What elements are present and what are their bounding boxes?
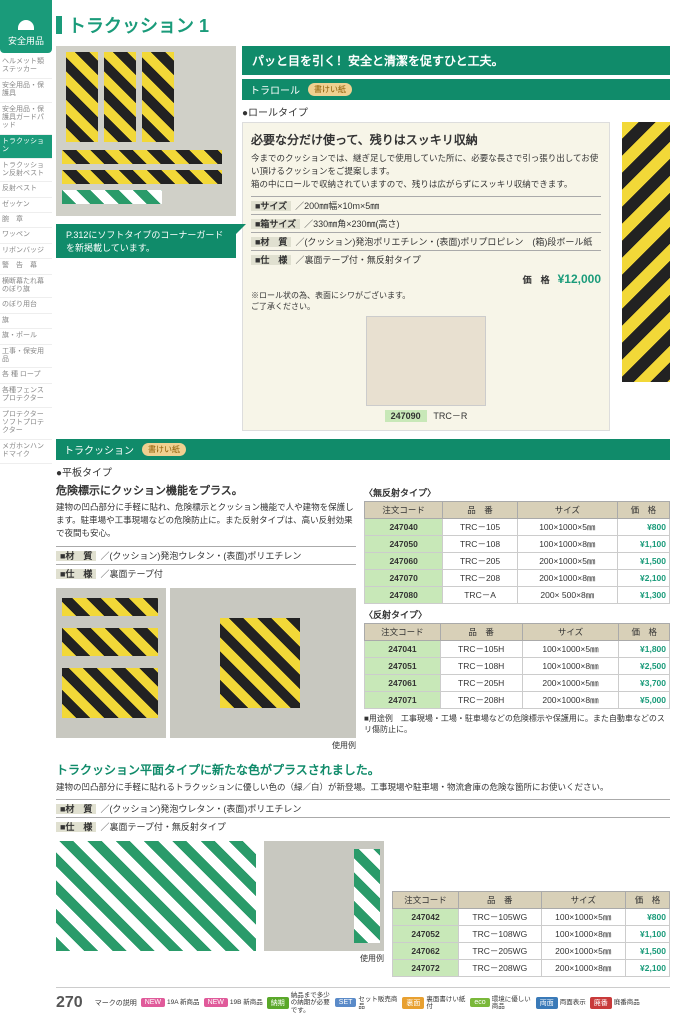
legend-icon: 裏面	[402, 997, 424, 1009]
spec-box-1: 必要な分だけ使って、残りはスッキリ収納 今までのクッションでは、継ぎ足しで使用し…	[242, 122, 610, 431]
type-label-1: ●ロールタイプ	[242, 104, 670, 119]
table-row: 247070TRC－208200×1000×8㎜¥2,100	[365, 570, 670, 587]
order-code: 247090	[385, 410, 427, 422]
photo-flat-strips	[56, 588, 166, 738]
legend-icon: NEW	[204, 998, 228, 1007]
section-bar-2: トラクッション書けい紙	[56, 439, 670, 460]
stripe-photo-tall	[622, 122, 670, 382]
table-row: 247072TRC－208WG200×1000×8㎜¥2,100	[393, 960, 670, 977]
table-row: 247052TRC－108WG100×1000×8㎜¥1,100	[393, 926, 670, 943]
sidebar-item[interactable]: 各 種 ロープ	[0, 368, 52, 383]
spec-row: ■材 質／(クッション)発泡ポリエチレン・(表面)ポリプロピレン (箱)段ボール…	[251, 232, 601, 250]
tag-icon: 書けい紙	[142, 443, 186, 456]
spec-row: ■仕 様／裏面テープ付	[56, 564, 356, 582]
product-photo-rolls	[56, 46, 236, 216]
tag-icon: 書けい紙	[308, 83, 352, 96]
price-table-reflect: 注文コード品 番サイズ価 格247041TRC－105H100×1000×5㎜¥…	[364, 623, 670, 709]
sidebar-item[interactable]: 反射ベスト	[0, 182, 52, 197]
table-row: 247040TRC－105100×1000×5㎜¥800	[365, 519, 670, 536]
section2-heading: 危険標示にクッション機能をプラス。	[56, 482, 356, 498]
spec-row: ■箱サイズ／330㎜角×230㎜(高さ)	[251, 214, 601, 232]
sidebar-item[interactable]: 旗・ポール	[0, 329, 52, 344]
legend-icon: SET	[335, 998, 357, 1007]
table-row: 247071TRC－208H200×1000×8㎜¥5,000	[365, 692, 670, 709]
sidebar-item[interactable]: 旗	[0, 314, 52, 329]
sidebar-item[interactable]: トラクッション反射ベスト	[0, 159, 52, 183]
price-value: ¥12,000	[558, 272, 601, 286]
table-row: 247061TRC－205H200×1000×5㎜¥3,700	[365, 675, 670, 692]
box-photo	[366, 316, 486, 406]
spec-row: ■仕 様／裏面テープ付・無反射タイプ	[56, 817, 670, 835]
sidebar-item[interactable]: 安全用品・保護具ガードパッド	[0, 103, 52, 135]
helmet-icon	[18, 20, 34, 30]
legend-icon: 廃番	[590, 997, 612, 1009]
sidebar-item[interactable]: ゼッケン	[0, 198, 52, 213]
type-label-2: ●平板タイプ	[56, 464, 670, 479]
sidebar-item[interactable]: 安全用品・保護具	[0, 79, 52, 103]
sidebar-item[interactable]: 各種フェンスプロテクター	[0, 384, 52, 408]
table-row: 247062TRC－205WG200×1000×5㎜¥1,500	[393, 943, 670, 960]
table-row: 247051TRC－108H100×1000×8㎜¥2,500	[365, 658, 670, 675]
sidebar-item[interactable]: のぼり用台	[0, 298, 52, 313]
footer-legend: 270 マークの説明 NEW19A 新商品NEW19B 新商品納期納品まで多少の…	[56, 987, 670, 1013]
sidebar-item[interactable]: ワッペン	[0, 228, 52, 243]
section-bar-1: トラロール書けい紙	[242, 79, 670, 100]
spec-row: ■材 質／(クッション)発泡ウレタン・(表面)ポリエチレン	[56, 546, 356, 564]
section3-heading: トラクッション平面タイプに新たな色がプラスされました。	[56, 761, 670, 778]
photo-usage-warehouse	[264, 841, 384, 951]
callout-note: P.312にソフトタイプのコーナーガードを新掲載しています。	[56, 224, 236, 258]
sidebar-item[interactable]: 工事・保安用品	[0, 345, 52, 369]
sidebar-item[interactable]: ヘルメット類ステッカー	[0, 55, 52, 79]
legend-icon: eco	[470, 998, 489, 1007]
spec-row: ■材 質／(クッション)発泡ウレタン・(表面)ポリエチレン	[56, 799, 670, 817]
sidebar-item[interactable]: リボンバッジ	[0, 244, 52, 259]
photo-green-strips	[56, 841, 256, 951]
table-row: 247042TRC－105WG100×1000×5㎜¥800	[393, 909, 670, 926]
sidebar-item[interactable]: 横断幕たれ幕のぼり旗	[0, 275, 52, 299]
sidebar: 安全用品 ヘルメット類ステッカー安全用品・保護具安全用品・保護具ガードパッドトラ…	[0, 0, 52, 1022]
sidebar-item[interactable]: メガホンハンドマイク	[0, 440, 52, 464]
sidebar-header: 安全用品	[0, 0, 52, 53]
table-row: 247080TRC－A200× 500×8㎜¥1,300	[365, 587, 670, 604]
photo-usage-pillar	[170, 588, 356, 738]
legend-icon: 両面	[536, 997, 558, 1009]
table-row: 247041TRC－105H100×1000×5㎜¥1,800	[365, 641, 670, 658]
sidebar-item[interactable]: トラクッション	[0, 135, 52, 159]
price-table-green: 注文コード品 番サイズ価 格247042TRC－105WG100×1000×5㎜…	[392, 891, 670, 977]
catch-banner: パッと目を引く！安全と清潔を促すひと工夫。	[242, 46, 670, 75]
legend-icon: NEW	[141, 998, 165, 1007]
table-row: 247050TRC－108100×1000×8㎜¥1,100	[365, 536, 670, 553]
page-title: トラクッション 1	[56, 12, 670, 38]
sidebar-item[interactable]: プロテクターソフトプロテクター	[0, 408, 52, 440]
table-row: 247060TRC－205200×1000×5㎜¥1,500	[365, 553, 670, 570]
price-table-nonreflect: 注文コード品 番サイズ価 格247040TRC－105100×1000×5㎜¥8…	[364, 501, 670, 604]
sidebar-item[interactable]: 警 告 幕	[0, 259, 52, 274]
page-number: 270	[56, 994, 83, 1012]
spec-row: ■仕 様／裏面テープ付・無反射タイプ	[251, 250, 601, 268]
legend-icon: 納期	[267, 997, 289, 1009]
spec-row: ■サイズ／200㎜幅×10m×5㎜	[251, 196, 601, 214]
sidebar-item[interactable]: 腕 章	[0, 213, 52, 228]
